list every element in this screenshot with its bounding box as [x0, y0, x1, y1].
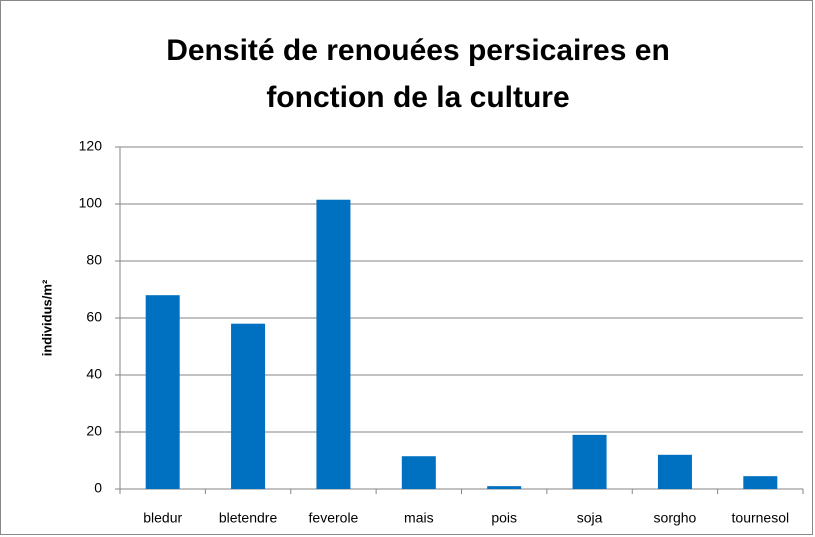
- x-tick-label: bletendre: [219, 510, 278, 526]
- y-tick-label: 60: [86, 309, 102, 325]
- y-tick-label: 40: [86, 366, 102, 382]
- y-tick-label: 80: [86, 252, 102, 268]
- x-tick-label: sorgho: [654, 510, 697, 526]
- y-tick-label: 120: [79, 138, 103, 154]
- x-tick-label: soja: [577, 510, 603, 526]
- bar: [657, 454, 692, 489]
- y-tick-label: 20: [86, 423, 102, 439]
- y-tick-label: 0: [94, 480, 102, 496]
- bar: [145, 295, 180, 489]
- y-axis-label: individus/m²: [39, 279, 54, 356]
- chart-title: Densité de renouées persicaires en: [166, 34, 670, 67]
- bar: [316, 199, 351, 489]
- x-tick-label: pois: [491, 510, 517, 526]
- y-tick-label: 100: [79, 195, 103, 211]
- x-tick-label: feverole: [309, 510, 359, 526]
- bar: [401, 456, 436, 489]
- bar: [231, 323, 266, 489]
- x-tick-label: bledur: [143, 510, 182, 526]
- chart-title: fonction de la culture: [266, 81, 569, 114]
- bar: [487, 486, 522, 489]
- x-tick-label: mais: [404, 510, 434, 526]
- bar: [743, 476, 778, 489]
- bar: [572, 434, 607, 489]
- x-tick-label: tournesol: [732, 510, 790, 526]
